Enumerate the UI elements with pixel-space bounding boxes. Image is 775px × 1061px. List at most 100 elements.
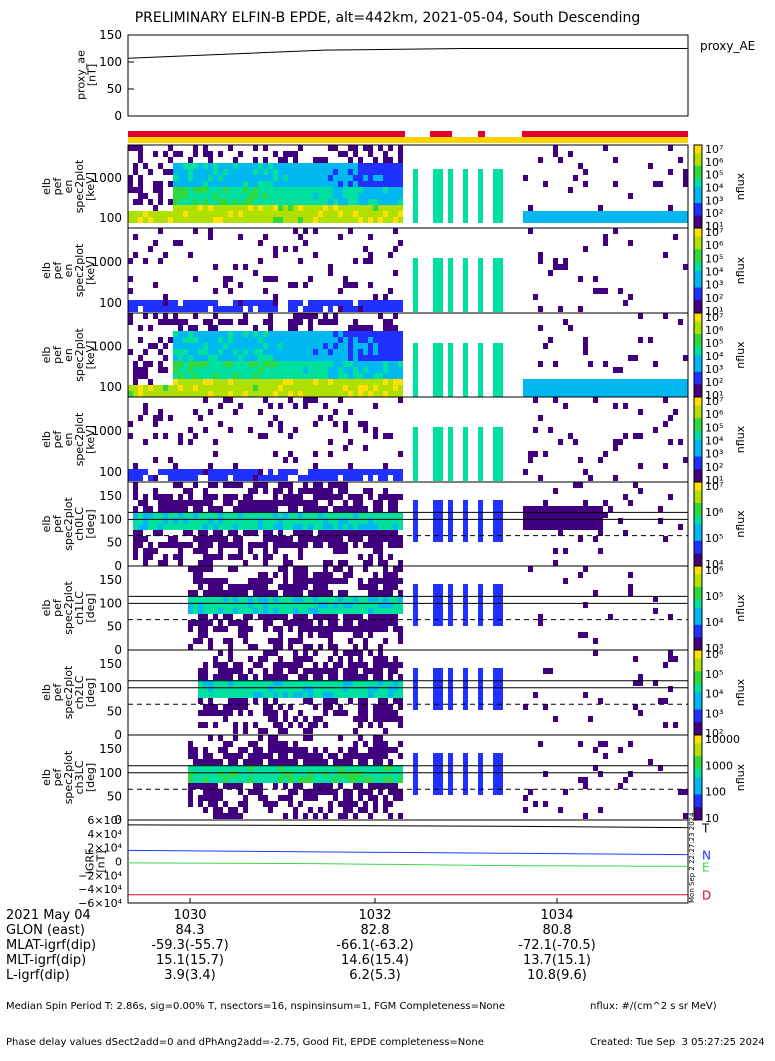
eph-time-1034: 1034 xyxy=(540,908,574,923)
status-bar-yellow xyxy=(128,137,688,143)
spectrogram-panel-6 xyxy=(188,566,673,650)
spec-ylabel-3-line-1: pef xyxy=(51,345,64,364)
spec-ylabel-7-line-3: ch2LC xyxy=(73,675,86,709)
colorbar-tick-5-2: 10⁵ xyxy=(705,532,723,545)
pa-ytick-150-5: 150 xyxy=(99,489,122,503)
pa-ytick-150-6: 150 xyxy=(99,573,122,587)
colorbar-tick-3-6: 10¹ xyxy=(705,389,723,402)
colorbar-tick-6-3: 10³ xyxy=(705,642,723,655)
spec-ylabel-7-line-1: pef xyxy=(51,683,64,702)
status-gap-2 xyxy=(485,131,522,137)
colorbar-1 xyxy=(694,145,702,229)
igrf-series-label-N: N xyxy=(702,849,711,863)
spec-ylabel-3-line-4: [keV] xyxy=(84,341,97,370)
eph-l-1032: 6.2(5.3) xyxy=(349,968,401,983)
colorbar-4 xyxy=(694,397,702,483)
pa-ytick-50-5: 50 xyxy=(107,536,122,550)
spec-ylabel-6-line-3: ch1LC xyxy=(73,591,86,625)
spec-ylabel-8-line-1: pef xyxy=(51,768,64,787)
proxy-ae-line xyxy=(127,48,688,59)
igrf-ylabel: IGRF[nT] xyxy=(84,849,108,875)
eph-mlat-1034: -72.1(-70.5) xyxy=(518,938,596,953)
pa-ytick-150-7: 150 xyxy=(99,657,122,671)
spec-ylabel-1-line-3: spec2plot xyxy=(73,159,86,213)
spec-ylabel-1-line-2: en xyxy=(62,180,75,194)
ephemeris-col-1032: 1032 82.8 -66.1(-63.2) 14.6(15.4) 6.2(5.… xyxy=(315,908,435,983)
spectrogram-panel-4 xyxy=(128,397,688,481)
colorbar-tick-3-4: 10³ xyxy=(705,363,723,376)
colorbar-tick-3-0: 10⁷ xyxy=(705,311,723,324)
colorbar-label-text-1: nflux xyxy=(734,172,747,200)
colorbar-tick-7-4: 10² xyxy=(705,727,723,740)
spectrogram-panel-7 xyxy=(198,650,678,734)
spec-ylabel-2-line-0: elb xyxy=(40,262,53,279)
eph-time-1030: 1030 xyxy=(173,908,207,923)
spec-ylabel-6-line-1: pef xyxy=(51,598,64,617)
igrf-ytick-3: 0 xyxy=(115,856,122,869)
colorbar-5 xyxy=(694,482,702,567)
eph-label-mlat: MLAT-igrf(dip) xyxy=(6,938,97,953)
footer-line-2: Phase delay values dSect2add=0 and dPhAn… xyxy=(6,1037,484,1048)
colorbar-tick-7-0: 10⁶ xyxy=(705,648,724,661)
colorbar-tick-5-3: 10⁴ xyxy=(705,558,724,571)
colorbar-tick-3-3: 10⁴ xyxy=(705,350,724,363)
spec-ytick-100-4: 100 xyxy=(99,465,122,479)
colorbar-tick-2-5: 10² xyxy=(705,292,723,305)
igrf-ytick-4: −2×10⁴ xyxy=(78,869,122,882)
spec-ylabel-7-line-4: [deg] xyxy=(84,678,97,707)
ephemeris-labels: 2021 May 04 GLON (east) MLAT-igrf(dip) M… xyxy=(6,908,156,983)
colorbar-label-4: nflux xyxy=(734,425,747,453)
spec-ytick-1000-1: 1000 xyxy=(91,171,122,185)
spec-ytick-100-3: 100 xyxy=(99,380,122,394)
colorbar-tick-4-1: 10⁶ xyxy=(705,408,724,421)
colorbar-tick-5-0: 10⁷ xyxy=(705,480,723,493)
page-title: PRELIMINARY ELFIN-B EPDE, alt=442km, 202… xyxy=(134,10,641,26)
footer-units: nflux: #/(cm^2 s sr MeV) xyxy=(590,1001,717,1012)
eph-label-time: 2021 May 04 xyxy=(6,908,91,923)
proxy-ae-ytick-150: 150 xyxy=(99,28,122,42)
colorbar-label-text-8: nflux xyxy=(734,763,747,791)
igrf-side-text: Mon Sep 2 22:27:23 2024 xyxy=(688,812,696,903)
colorbar-tick-1-2: 10⁵ xyxy=(705,169,723,182)
spec-ylabel-7-line-2: spec2plot xyxy=(62,665,75,719)
footer-line-1: Median Spin Period T: 2.86s, sig=0.00% T… xyxy=(6,1001,506,1012)
colorbar-tick-4-2: 10⁵ xyxy=(705,421,723,434)
colorbar-tick-4-0: 10⁷ xyxy=(705,395,723,408)
eph-glon-1032: 82.8 xyxy=(360,923,390,938)
eph-label-glon: GLON (east) xyxy=(6,923,85,938)
spec-ylabel-1-line-4: [keV] xyxy=(84,172,97,201)
spec-ylabel-4-line-4: [keV] xyxy=(84,425,97,454)
spec-ylabel-6-line-2: spec2plot xyxy=(62,581,75,635)
spec-ytick-100-1: 100 xyxy=(99,211,122,225)
colorbar-tick-1-0: 10⁷ xyxy=(705,143,723,156)
colorbar-tick-7-3: 10³ xyxy=(705,707,723,720)
spectrogram-panel-2 xyxy=(128,228,688,312)
igrf-ylabel-line-0: IGRF xyxy=(84,849,97,875)
spectrogram-panel-5 xyxy=(133,482,683,566)
colorbar-label-text-6: nflux xyxy=(734,594,747,622)
eph-glon-1030: 84.3 xyxy=(175,923,205,938)
pa-ytick-0-7: 0 xyxy=(114,728,122,742)
spec-ylabel-3-line-2: en xyxy=(62,348,75,362)
igrf-series-label-E: E xyxy=(702,860,710,874)
ephemeris-col-1034: 1034 80.8 -72.1(-70.5) 13.7(15.1) 10.8(9… xyxy=(497,908,617,983)
colorbar-tick-1-1: 10⁶ xyxy=(705,156,724,169)
colorbar-tick-7-2: 10⁴ xyxy=(705,688,724,701)
eph-time-1032: 1032 xyxy=(358,908,392,923)
colorbar-tick-1-3: 10⁴ xyxy=(705,182,724,195)
colorbar-tick-3-5: 10² xyxy=(705,376,723,389)
spec-ylabel-5-line-4: [deg] xyxy=(84,509,97,538)
spec-ylabel-2-line-2: en xyxy=(62,264,75,278)
colorbar-7 xyxy=(694,650,702,736)
colorbar-tick-2-1: 10⁶ xyxy=(705,239,724,252)
colorbar-tick-8-0: 10000 xyxy=(705,733,740,746)
eph-mlt-1030: 15.1(15.7) xyxy=(155,953,225,968)
colorbar-label-2: nflux xyxy=(734,256,747,284)
igrf-ytick-5: −4×10⁴ xyxy=(78,883,122,896)
colorbar-tick-4-4: 10³ xyxy=(705,448,723,461)
spec-ylabel-5-line-2: spec2plot xyxy=(62,497,75,551)
